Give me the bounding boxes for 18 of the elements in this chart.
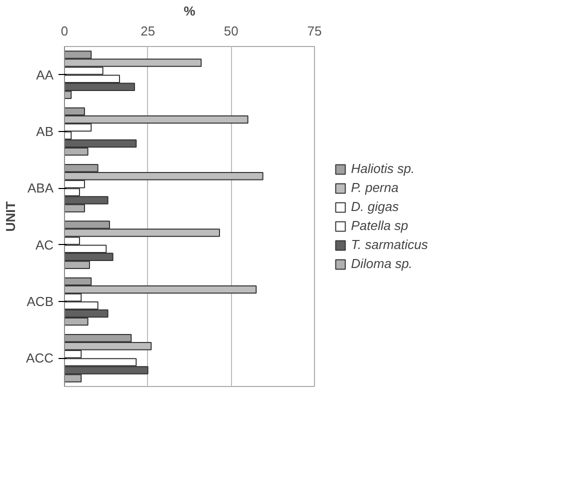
y-tick-label: ACC	[26, 350, 54, 366]
legend-label: Patella sp	[351, 218, 408, 233]
y-tick-label: AC	[35, 237, 54, 252]
legend-label: D. gigas	[351, 199, 399, 214]
legend-label: Diloma sp.	[351, 256, 412, 271]
legend-label: T. sarmaticus	[351, 237, 428, 252]
y-axis-title: UNIT	[3, 201, 18, 232]
x-tick-label: 25	[140, 24, 156, 38]
x-tick-label: 75	[307, 24, 322, 38]
y-tick-label: AA	[36, 67, 54, 82]
x-tick-label: 0	[60, 24, 68, 38]
legend-label: P. perna	[351, 180, 398, 195]
y-tick-label: ACB	[26, 294, 54, 309]
x-tick-label: 50	[224, 24, 238, 38]
legend-label: Haliotis sp.	[351, 161, 415, 176]
y-tick-label: ABA	[27, 180, 54, 196]
y-tick-label: AB	[36, 124, 54, 139]
x-axis-title: %	[184, 4, 196, 18]
